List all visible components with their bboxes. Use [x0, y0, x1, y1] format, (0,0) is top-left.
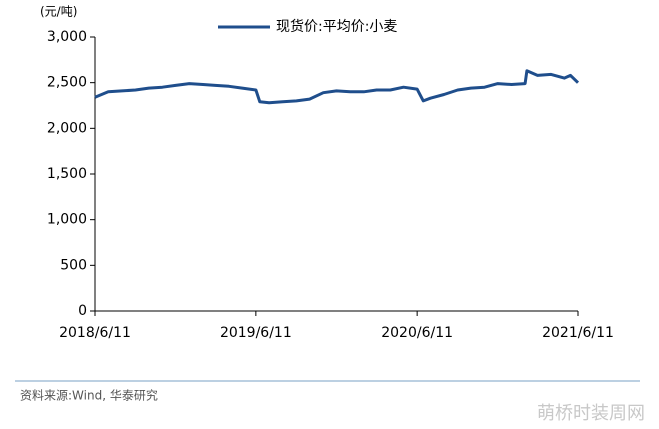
y-tick-label: 500 [60, 257, 87, 273]
y-tick-label: 2,500 [47, 75, 87, 91]
y-tick-label: 2,000 [47, 120, 87, 136]
y-tick-label: 1,500 [47, 166, 87, 182]
series-line [94, 69, 580, 105]
x-tick-label: 2018/6/11 [59, 325, 131, 341]
unit-label: (元/吨) [40, 5, 77, 19]
x-tick-label: 2020/6/11 [381, 325, 453, 341]
watermark: 萌桥时装周网 [537, 403, 645, 424]
x-tick-label: 2021/6/11 [542, 325, 614, 341]
y-tick-label: 0 [78, 303, 87, 319]
source: 资料来源:Wind, 华泰研究 [20, 388, 158, 403]
y-tick-label: 1,000 [47, 212, 87, 228]
x-tick-label: 2019/6/11 [220, 325, 292, 341]
legend-label: 现货价:平均价:小麦 [276, 18, 397, 35]
y-tick-label: 3,000 [47, 29, 87, 45]
